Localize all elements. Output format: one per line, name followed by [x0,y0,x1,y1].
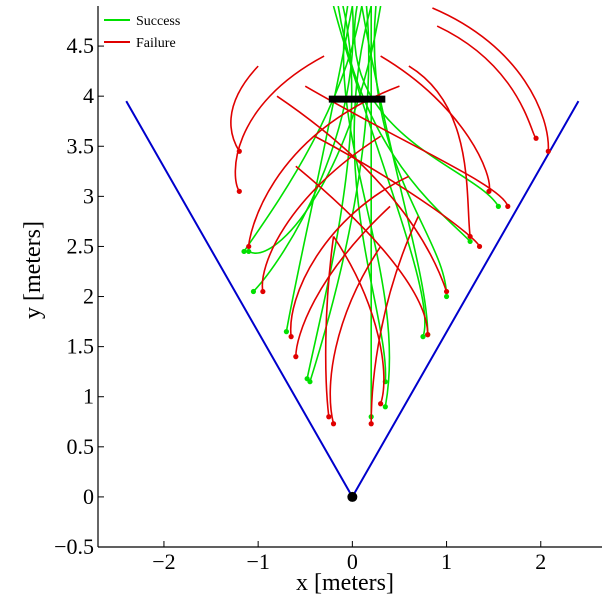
marker-layer [328,95,386,502]
y-tick-label: 2 [83,284,94,309]
failure-trajectory [289,175,410,337]
failure-trajectory [304,85,509,207]
failure-trajectory [370,216,420,424]
failure-trajectory [276,95,448,292]
x-tick-label: −1 [246,549,269,574]
failure-endpoint [505,203,511,209]
success-trajectory [285,6,354,332]
failure-trajectory [247,85,400,247]
legend: Success Failure [104,14,180,51]
success-endpoint [443,293,450,300]
y-tick-label: 1.5 [67,334,95,359]
failure-endpoint [425,332,431,338]
success-trajectory [309,6,370,382]
failure-endpoint [330,421,337,427]
success-endpoint [250,288,257,295]
failure-trajectory [332,235,385,404]
failure-trajectory [408,65,471,237]
failure-trajectory [314,135,481,247]
y-tick-label: −0.5 [54,534,94,559]
failure-endpoint [260,288,266,295]
success-trajectory [248,6,382,254]
failure-endpoint [533,135,539,141]
failure-endpoint [246,243,252,250]
success-endpoint [382,404,388,410]
failure-endpoint [293,354,299,360]
failure-endpoint [288,334,294,340]
y-tick-label: 4 [83,83,94,108]
success-endpoint [283,329,290,335]
success-endpoint [241,248,247,255]
y-axis-label: y [meters] [20,221,46,319]
success-trajectory [342,6,391,407]
x-ticks: −2 −1 0 1 2 [152,541,546,574]
y-tick-label: 3.5 [67,133,95,158]
success-endpoint [307,379,313,385]
legend-label-success: Success [136,14,180,29]
y-tick-label: 2.5 [67,233,95,258]
series-layer [230,6,551,427]
failure-trajectory [230,65,259,152]
failure-trajectory [295,165,429,335]
failure-trajectory [432,7,550,152]
success-trajectory [337,6,471,242]
failure-endpoint [326,414,332,420]
y-tick-label: 4.5 [67,33,95,58]
failure-trajectory [234,55,325,192]
failure-endpoint [467,233,473,240]
success-endpoint [467,238,473,245]
y-tick-label: 0.5 [67,434,95,459]
y-tick-label: 1 [83,384,94,409]
x-tick-label: 0 [347,549,358,574]
origin-marker [347,491,358,502]
series-failure [230,7,551,427]
x-tick-label: −2 [152,549,175,574]
failure-endpoint [486,188,492,194]
success-endpoint [420,334,426,340]
success-trajectory [360,6,429,335]
success-trajectory [373,6,448,297]
failure-endpoint [378,401,384,407]
success-endpoint [246,248,252,255]
failure-endpoint [368,421,374,427]
failure-trajectory [324,236,335,417]
x-tick-label: 2 [535,549,546,574]
failure-endpoint [443,288,450,295]
success-endpoint [495,203,501,209]
legend-label-failure: Failure [136,36,176,51]
x-tick-label: 1 [441,549,452,574]
failure-endpoint [476,243,483,250]
success-trajectory [353,6,500,207]
y-tick-label: 0 [83,484,94,509]
failure-endpoint [236,188,242,194]
plot-area [125,6,580,502]
failure-trajectory [261,135,382,292]
failure-endpoint [545,148,551,154]
failure-trajectory [329,245,382,424]
failure-trajectory [380,55,491,192]
y-ticks: −0.5 0 0.5 1 1.5 2 2.5 3 3.5 4 4.5 [54,33,104,559]
x-axis-label: x [meters] [296,570,394,596]
y-tick-label: 3 [83,183,94,208]
failure-trajectory [436,25,537,139]
